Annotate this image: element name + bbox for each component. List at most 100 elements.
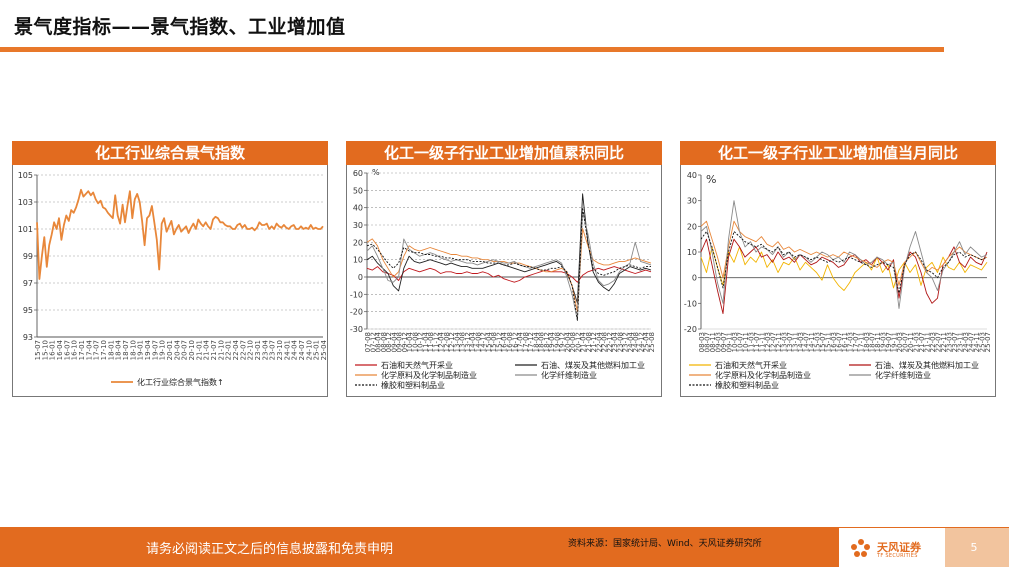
x-tick-label: 07-08	[364, 332, 372, 352]
x-tick-label: 17-10	[100, 340, 108, 360]
x-tick-label: 10-03	[731, 332, 739, 352]
x-tick-label: 18-04	[532, 331, 540, 352]
series-line-2	[700, 220, 988, 286]
x-tick-label: 18-12	[543, 332, 551, 352]
x-tick-label: 21-12	[590, 332, 598, 352]
x-tick-label: 16-04	[56, 339, 64, 360]
x-tick-label: 21-03	[913, 332, 921, 352]
x-tick-label: 18-07	[122, 340, 130, 360]
x-tick-label: 15-07	[819, 332, 827, 352]
panel-monthly-yoy: 化工一级子行业工业增加值当月同比 -20 -10 0 10 20 30 40% 08-03 08…	[680, 141, 996, 397]
x-tick-label: 17-03	[847, 332, 855, 352]
x-tick-label: 12-11	[775, 332, 783, 352]
x-tick-label: 10-11	[742, 332, 750, 352]
x-tick-label: 07-12	[369, 332, 377, 352]
x-tick-label: 18-07	[869, 332, 877, 352]
x-tick-label: 17-04	[517, 331, 525, 352]
data-source: 资料来源：国家统计局、Wind、天风证券研究所	[568, 539, 762, 549]
x-tick-label: 16-07	[63, 340, 71, 360]
y-tick-label: 60	[353, 169, 363, 178]
logo-flower-icon	[851, 539, 870, 557]
x-tick-label: 16-04	[501, 331, 509, 352]
x-tick-label: 17-12	[527, 332, 535, 352]
legend-label: 化工行业综合景气指数↑	[137, 377, 224, 387]
x-tick-label: 20-07	[902, 332, 910, 352]
x-tick-label: 09-12	[401, 332, 409, 352]
x-tick-label: 23-12	[622, 332, 630, 352]
x-tick-label: 22-04	[595, 331, 603, 352]
chart-title: 化工一级子行业工业增加值当月同比	[680, 141, 996, 165]
x-tick-label: 20-04	[173, 339, 181, 360]
x-tick-label: 15-10	[41, 340, 49, 360]
x-tick-label: 12-12	[448, 332, 456, 352]
x-tick-label: 09-03	[715, 332, 723, 352]
x-tick-label: 21-04	[580, 331, 588, 352]
x-tick-label: 17-08	[522, 332, 530, 352]
x-tick-label: 14-11	[808, 332, 816, 352]
x-tick-label: 12-07	[770, 332, 778, 352]
x-tick-label: 18-10	[129, 340, 137, 360]
y-tick-label: 30	[687, 197, 697, 206]
x-tick-label: 23-03	[946, 332, 954, 352]
x-tick-label: 17-04	[85, 339, 93, 360]
x-tick-label: 10-08	[411, 332, 419, 352]
y-tick-label: 30	[353, 221, 363, 230]
x-tick-label: 14-08	[474, 332, 482, 352]
x-tick-label: 24-01	[283, 340, 291, 360]
x-tick-label: 25-04	[320, 339, 327, 360]
x-tick-label: 18-11	[874, 332, 882, 352]
x-tick-label: 22-01	[225, 340, 233, 360]
x-tick-label: 19-10	[159, 340, 167, 360]
y-tick-label: 40	[687, 171, 697, 180]
x-tick-label: 08-12	[385, 332, 393, 352]
x-tick-label: 22-10	[247, 340, 255, 360]
x-tick-label: 19-11	[891, 332, 899, 352]
x-tick-label: 14-07	[803, 332, 811, 352]
x-tick-label: 23-01	[254, 340, 262, 360]
x-tick-label: 25-03	[979, 332, 987, 352]
y-tick-label: -20	[350, 308, 363, 317]
x-tick-label: 17-07	[93, 340, 101, 360]
x-tick-label: 21-07	[210, 340, 218, 360]
x-tick-label: 23-04	[261, 339, 269, 360]
x-tick-label: 20-12	[574, 332, 582, 352]
x-tick-label: 19-08	[553, 332, 561, 352]
x-tick-label: 15-12	[495, 332, 503, 352]
x-tick-label: 12-03	[764, 332, 772, 352]
x-tick-label: 21-08	[585, 332, 593, 352]
x-tick-label: 13-07	[786, 332, 794, 352]
chart-title: 化工一级子行业工业增加值累积同比	[346, 141, 662, 165]
y-tick-label: -10	[350, 290, 363, 299]
x-tick-label: 13-11	[792, 332, 800, 352]
legend-label: 化学纤维制造业	[541, 370, 597, 380]
y-tick-label: 105	[18, 171, 33, 180]
series-line-2	[366, 228, 652, 313]
x-tick-label: 22-08	[601, 332, 609, 352]
series-line-1	[700, 238, 988, 315]
y-tick-label: 10	[687, 248, 697, 257]
x-tick-label: 11-08	[427, 332, 435, 352]
y-tick-label: 95	[23, 306, 33, 315]
x-tick-label: 24-12	[637, 332, 645, 352]
x-tick-label: 08-07	[704, 332, 712, 352]
legend-label: 化学原料及化学制品制造业	[715, 370, 811, 380]
legend-label: 石油、煤炭及其他燃料加工业	[541, 360, 645, 370]
x-tick-label: 09-07	[720, 332, 728, 352]
x-tick-label: 17-11	[858, 332, 866, 352]
y-tick-label: -10	[684, 299, 697, 308]
series-line-0	[36, 188, 324, 280]
x-tick-label: 25-04	[643, 331, 651, 352]
x-tick-label: 20-01	[166, 340, 174, 360]
panel-cumulative-yoy: 化工一级子行业工业增加值累积同比 -30 -20 -10 0 10 20 30 40 50 60%…	[346, 141, 662, 397]
x-tick-label: 14-03	[797, 332, 805, 352]
x-tick-label: 24-08	[632, 332, 640, 352]
x-tick-label: 21-07	[918, 332, 926, 352]
x-tick-label: 22-07	[935, 332, 943, 352]
x-tick-label: 22-12	[606, 332, 614, 352]
y-tick-label: -20	[684, 325, 697, 334]
y-tick-label: 93	[23, 333, 33, 342]
legend-label: 石油和天然气开采业	[381, 360, 453, 370]
x-tick-label: 08-08	[380, 332, 388, 352]
x-tick-label: 16-10	[71, 340, 79, 360]
x-tick-label: 10-12	[417, 332, 425, 352]
